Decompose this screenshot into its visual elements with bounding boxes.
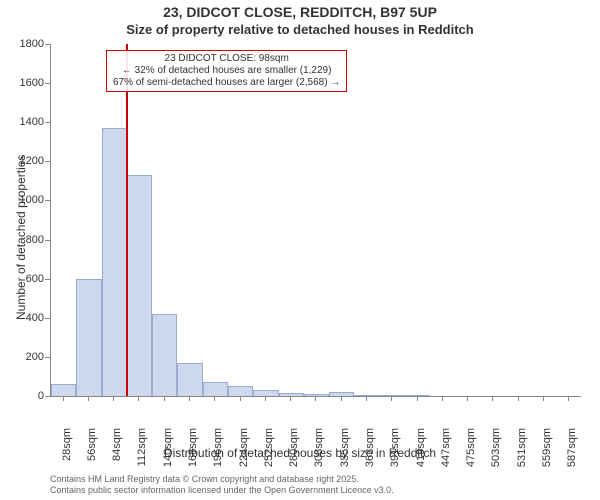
chart-title-line1: 23, DIDCOT CLOSE, REDDITCH, B97 5UP <box>0 4 600 20</box>
y-tick-mark <box>45 357 50 358</box>
x-tick-mark <box>63 396 64 401</box>
x-tick-mark <box>518 396 519 401</box>
x-tick-mark <box>240 396 241 401</box>
x-tick-mark <box>543 396 544 401</box>
histogram-bar <box>177 363 202 396</box>
y-tick-label: 1000 <box>0 194 44 206</box>
x-tick-mark <box>568 396 569 401</box>
x-tick-mark <box>492 396 493 401</box>
x-tick-mark <box>417 396 418 401</box>
y-tick-label: 600 <box>0 273 44 285</box>
y-tick-mark <box>45 279 50 280</box>
y-tick-mark <box>45 240 50 241</box>
x-tick-mark <box>290 396 291 401</box>
annotation-line: 23 DIDCOT CLOSE: 98sqm <box>113 53 340 65</box>
property-marker-line <box>126 44 128 396</box>
y-tick-label: 0 <box>0 390 44 402</box>
x-tick-mark <box>189 396 190 401</box>
y-tick-label: 1600 <box>0 77 44 89</box>
footer-line: Contains HM Land Registry data © Crown c… <box>50 474 394 485</box>
footer-attribution: Contains HM Land Registry data © Crown c… <box>50 474 394 496</box>
plot-area: 23 DIDCOT CLOSE: 98sqm← 32% of detached … <box>50 44 581 397</box>
x-tick-mark <box>391 396 392 401</box>
histogram-bar <box>152 314 177 396</box>
histogram-bar <box>127 175 152 396</box>
histogram-bar <box>228 386 253 396</box>
x-tick-mark <box>467 396 468 401</box>
histogram-bar <box>203 382 228 396</box>
x-tick-mark <box>366 396 367 401</box>
y-tick-mark <box>45 83 50 84</box>
x-tick-mark <box>138 396 139 401</box>
y-tick-label: 1400 <box>0 116 44 128</box>
y-tick-label: 400 <box>0 312 44 324</box>
y-tick-label: 1200 <box>0 155 44 167</box>
annotation-box: 23 DIDCOT CLOSE: 98sqm← 32% of detached … <box>106 50 347 92</box>
histogram-bar <box>102 128 127 396</box>
footer-line: Contains public sector information licen… <box>50 485 394 496</box>
chart-container: 23, DIDCOT CLOSE, REDDITCH, B97 5UP Size… <box>0 0 600 500</box>
histogram-bar <box>76 279 101 396</box>
x-tick-mark <box>164 396 165 401</box>
x-tick-mark <box>341 396 342 401</box>
y-tick-mark <box>45 396 50 397</box>
x-tick-mark <box>315 396 316 401</box>
y-tick-label: 1800 <box>0 38 44 50</box>
y-tick-mark <box>45 200 50 201</box>
y-tick-mark <box>45 44 50 45</box>
y-tick-mark <box>45 318 50 319</box>
chart-title-line2: Size of property relative to detached ho… <box>0 22 600 37</box>
x-tick-mark <box>442 396 443 401</box>
histogram-bar <box>51 384 76 396</box>
x-tick-mark <box>214 396 215 401</box>
x-axis-label: Distribution of detached houses by size … <box>0 446 600 460</box>
x-tick-mark <box>88 396 89 401</box>
annotation-line: ← 32% of detached houses are smaller (1,… <box>113 65 340 77</box>
y-tick-mark <box>45 161 50 162</box>
x-tick-mark <box>113 396 114 401</box>
y-tick-label: 200 <box>0 351 44 363</box>
annotation-line: 67% of semi-detached houses are larger (… <box>113 77 340 89</box>
y-tick-mark <box>45 122 50 123</box>
y-tick-label: 800 <box>0 234 44 246</box>
x-tick-mark <box>265 396 266 401</box>
